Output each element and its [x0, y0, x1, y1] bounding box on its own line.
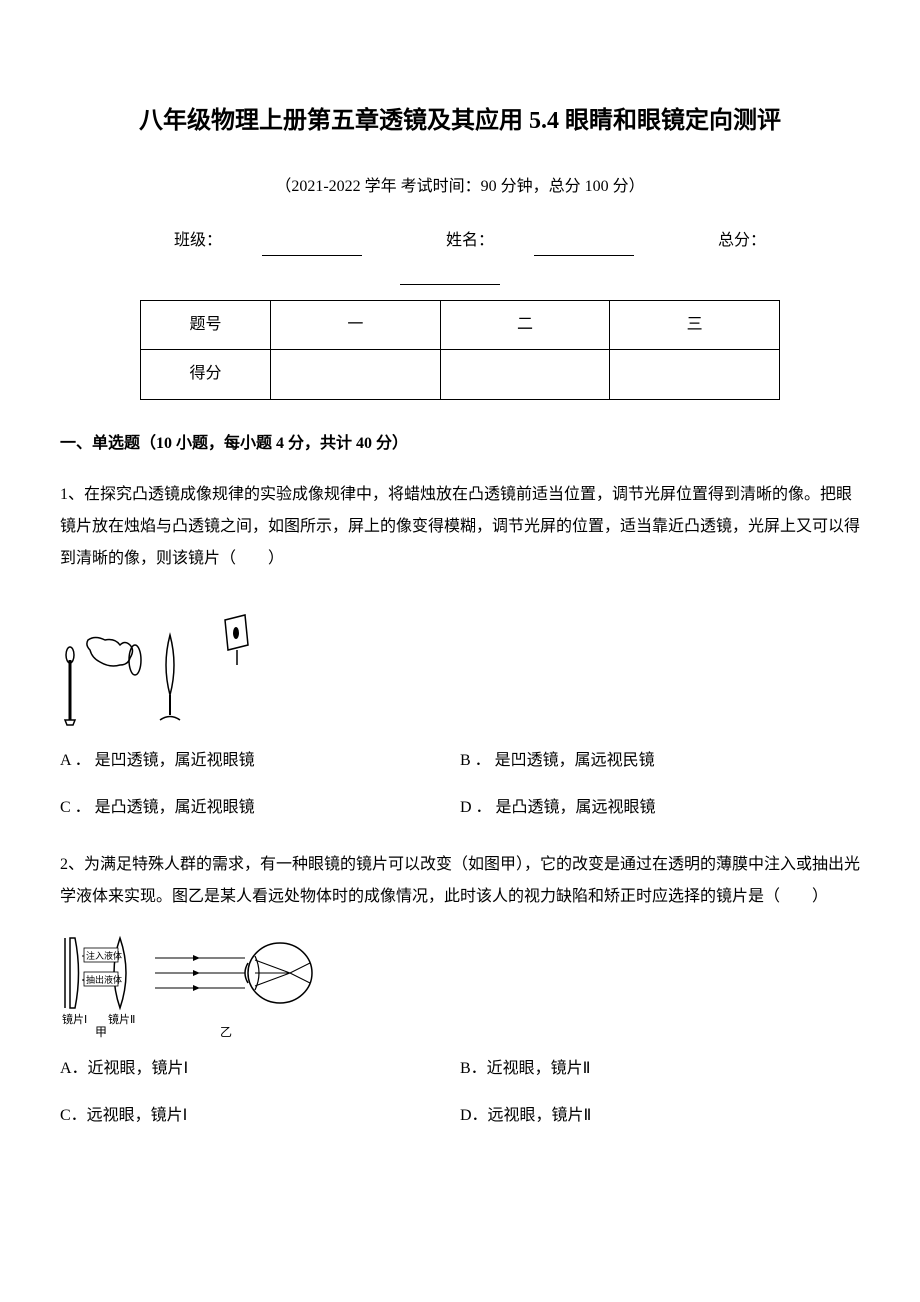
name-blank	[534, 237, 634, 256]
score-blank	[400, 265, 500, 284]
class-blank	[262, 237, 362, 256]
question-text: 1、在探究凸透镜成像规律的实验成像规律中，将蜡烛放在凸透镜前适当位置，调节光屏位…	[60, 479, 860, 575]
table-row: 题号 一 二 三	[141, 300, 780, 350]
q1-diagram	[60, 590, 860, 730]
extract-label: 抽出液体	[86, 974, 122, 985]
score-cell	[440, 350, 610, 400]
question-1: 1、在探究凸透镜成像规律的实验成像规律中，将蜡烛放在凸透镜前适当位置，调节光屏位…	[60, 479, 860, 824]
yi-label: 乙	[220, 1025, 232, 1038]
jia-label: 甲	[95, 1025, 107, 1038]
option-b: B ． 是凹透镜，属远视民镜	[460, 745, 860, 777]
option-d: D．远视眼，镜片Ⅱ	[460, 1100, 860, 1132]
option-d: D ． 是凸透镜，属远视眼镜	[460, 792, 860, 824]
lens1-label: 镜片Ⅰ	[62, 1012, 87, 1026]
score-cell	[271, 350, 441, 400]
lens2-label: 镜片Ⅱ	[108, 1012, 135, 1026]
header-cell: 三	[610, 300, 780, 350]
option-a: A．近视眼，镜片Ⅰ	[60, 1053, 460, 1085]
exam-subtitle: （2021-2022 学年 考试时间：90 分钟，总分 100 分）	[60, 173, 860, 202]
option-c: C．远视眼，镜片Ⅰ	[60, 1100, 460, 1132]
option-b: B．近视眼，镜片Ⅱ	[460, 1053, 860, 1085]
score-label: 总分：	[718, 232, 766, 249]
q2-diagram: 注入液体 抽出液体 镜片Ⅰ 镜片Ⅱ 甲	[60, 928, 860, 1038]
section-header: 一、单选题（10 小题，每小题 4 分，共计 40 分）	[60, 430, 860, 459]
question-text: 2、为满足特殊人群的需求，有一种眼镜的镜片可以改变（如图甲），它的改变是通过在透…	[60, 849, 860, 913]
header-cell: 一	[271, 300, 441, 350]
header-cell: 二	[440, 300, 610, 350]
student-info-line: 班级： 姓名： 总分：	[60, 227, 860, 285]
score-table: 题号 一 二 三 得分	[140, 300, 780, 401]
score-cell: 得分	[141, 350, 271, 400]
inject-label: 注入液体	[86, 950, 122, 961]
class-label: 班级：	[174, 232, 222, 249]
exam-title: 八年级物理上册第五章透镜及其应用 5.4 眼睛和眼镜定向测评	[60, 100, 860, 143]
q2-options: A．近视眼，镜片Ⅰ B．近视眼，镜片Ⅱ C．远视眼，镜片Ⅰ D．远视眼，镜片Ⅱ	[60, 1053, 860, 1132]
option-c: C ． 是凸透镜，属近视眼镜	[60, 792, 460, 824]
q1-options: A ． 是凹透镜，属近视眼镜 B ． 是凹透镜，属远视民镜 C ． 是凸透镜，属…	[60, 745, 860, 824]
header-cell: 题号	[141, 300, 271, 350]
score-cell	[610, 350, 780, 400]
question-2: 2、为满足特殊人群的需求，有一种眼镜的镜片可以改变（如图甲），它的改变是通过在透…	[60, 849, 860, 1132]
table-row: 得分	[141, 350, 780, 400]
name-label: 姓名：	[446, 232, 494, 249]
option-a: A ． 是凹透镜，属近视眼镜	[60, 745, 460, 777]
